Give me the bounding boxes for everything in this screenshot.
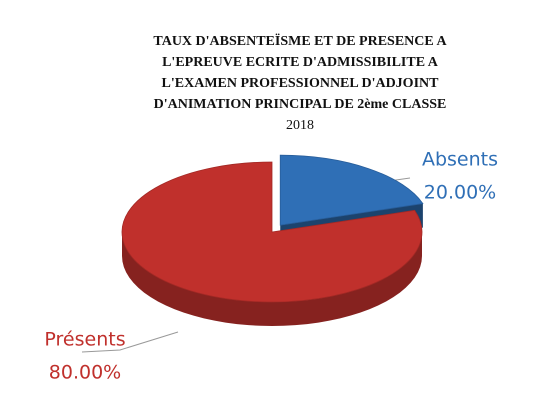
data-label: 20.00%	[424, 182, 496, 204]
chart-subtitle: 2018	[286, 118, 314, 133]
chart-title: L'EXAMEN PROFESSIONNEL D'ADJOINT	[162, 76, 440, 91]
pie-slice	[121, 161, 423, 303]
slice-side	[122, 232, 422, 326]
slice-label: Absents	[422, 149, 498, 171]
chart-title: TAUX D'ABSENTEÏSME ET DE PRESENCE A	[153, 33, 447, 49]
slice-label: Présents	[44, 329, 125, 351]
leader-line	[81, 331, 179, 353]
data-label: 80.00%	[49, 362, 121, 384]
chart-title: L'EPREUVE ECRITE D'ADMISSIBILITE A	[162, 55, 439, 70]
pie-slice	[279, 154, 424, 226]
chart-title: D'ANIMATION PRINCIPAL DE 2ème CLASSE	[154, 97, 447, 112]
